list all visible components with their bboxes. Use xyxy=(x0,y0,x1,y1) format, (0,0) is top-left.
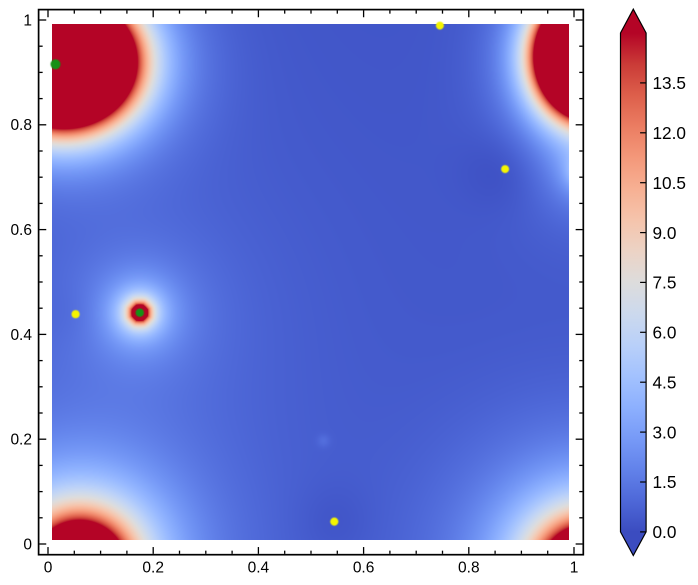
svg-text:9.0: 9.0 xyxy=(653,223,677,243)
svg-text:0.2: 0.2 xyxy=(10,432,32,449)
svg-text:12.0: 12.0 xyxy=(653,123,686,143)
svg-text:0.8: 0.8 xyxy=(10,117,32,134)
svg-text:3.0: 3.0 xyxy=(653,422,677,442)
svg-text:0.2: 0.2 xyxy=(142,560,164,577)
svg-text:0.4: 0.4 xyxy=(10,327,32,344)
svg-text:0.4: 0.4 xyxy=(248,560,270,577)
svg-text:0.8: 0.8 xyxy=(458,560,480,577)
svg-text:1: 1 xyxy=(570,560,579,577)
svg-text:0.0: 0.0 xyxy=(653,522,677,542)
svg-text:4.5: 4.5 xyxy=(653,372,677,392)
svg-text:0: 0 xyxy=(44,560,53,577)
svg-text:10.5: 10.5 xyxy=(653,173,686,193)
svg-text:1.5: 1.5 xyxy=(653,472,677,492)
svg-text:13.5: 13.5 xyxy=(653,73,686,93)
svg-text:6.0: 6.0 xyxy=(653,323,677,343)
svg-text:0: 0 xyxy=(23,536,32,553)
svg-text:0.6: 0.6 xyxy=(10,222,32,239)
svg-text:0.6: 0.6 xyxy=(353,560,375,577)
svg-text:7.5: 7.5 xyxy=(653,273,677,293)
svg-text:1: 1 xyxy=(23,12,32,29)
